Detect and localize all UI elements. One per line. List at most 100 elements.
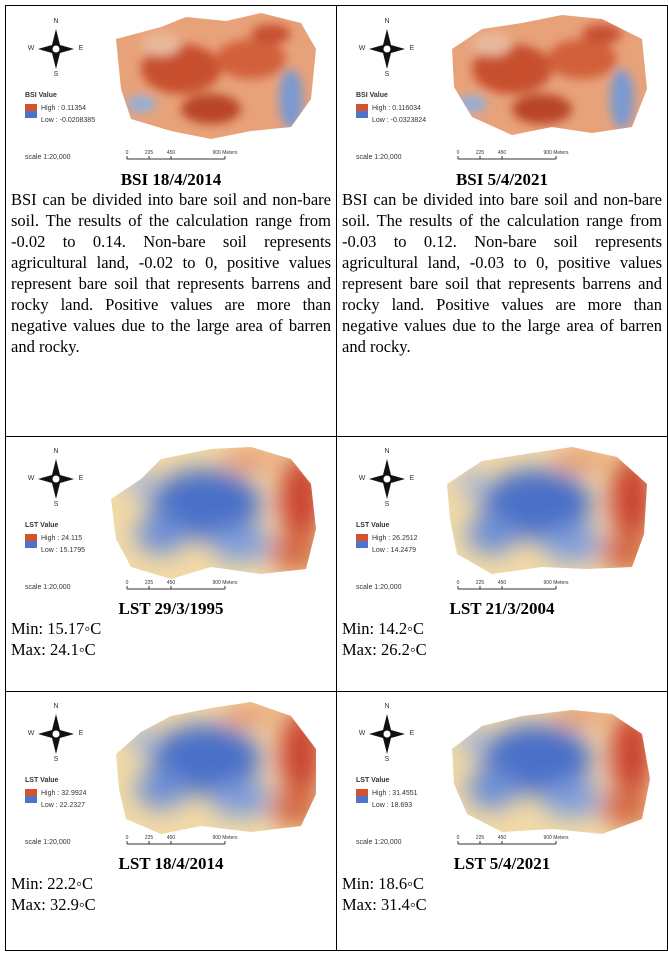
compass-label: W	[359, 475, 366, 482]
compass-label: N	[384, 448, 389, 455]
cell: NWESLST ValueHigh : 31.4551Low : 18.693s…	[337, 692, 668, 951]
compass-label: S	[385, 501, 390, 508]
cell-text: Min: 18.6◦C	[342, 873, 662, 894]
legend-high: High : 31.4551	[372, 790, 418, 797]
scale-text: scale 1:20,000	[25, 839, 71, 846]
scale-label: 900 Meters	[212, 580, 238, 586]
scale-text: scale 1:20,000	[356, 154, 402, 161]
scale-label: 0	[126, 580, 129, 586]
scale-label: 0	[126, 150, 129, 156]
heatmap-blob	[211, 526, 271, 562]
compass: N W E S	[359, 18, 415, 78]
heatmap-blob	[181, 94, 241, 124]
heatmap-blob	[552, 447, 612, 471]
heatmap-blob	[610, 69, 634, 129]
legend-low: Low : -0.0208385	[41, 117, 95, 124]
legend-swatch-low	[25, 796, 37, 803]
compass-center	[52, 730, 60, 738]
legend-title: LST Value	[25, 777, 59, 784]
heatmap-blob	[136, 769, 186, 809]
legend-swatch-high	[356, 534, 368, 541]
scale-label: 450	[498, 835, 507, 841]
legend-title: BSI Value	[356, 92, 388, 99]
cell-text: BSI can be divided into bare soil and no…	[11, 189, 331, 357]
compass-label: S	[54, 71, 59, 78]
scale-label: 0	[126, 835, 129, 841]
heatmap-blob	[460, 724, 484, 754]
compass-label: N	[53, 448, 58, 455]
heatmap-blob	[552, 702, 612, 726]
scale-label: 225	[145, 580, 154, 586]
heatmap-blob	[221, 702, 281, 726]
heatmap-blob	[221, 447, 281, 471]
heatmap-blob	[602, 534, 652, 574]
heatmap-blob	[279, 454, 323, 544]
compass-label: W	[359, 730, 366, 737]
heatmap-blob	[467, 769, 517, 809]
compass-label: N	[384, 18, 389, 25]
cell-text: Min: 22.2◦C	[11, 873, 331, 894]
legend-low: Low : 18.693	[372, 802, 412, 809]
legend-swatch-low	[356, 111, 368, 118]
heatmap-blob	[610, 709, 654, 799]
legend-title: LST Value	[356, 522, 390, 529]
heatmap-blob	[460, 469, 484, 499]
heatmap-blob	[136, 514, 186, 554]
compass-label: E	[410, 45, 415, 52]
compass-label: W	[359, 45, 366, 52]
caption: LST 5/4/2021	[342, 854, 662, 873]
heatmap-blob	[126, 96, 156, 112]
scale-label: 450	[167, 580, 176, 586]
compass-label: W	[28, 475, 35, 482]
heatmap	[432, 9, 662, 159]
legend-swatch-high	[25, 104, 37, 111]
legend-swatch-high	[25, 789, 37, 796]
heatmap-blob	[457, 96, 487, 112]
scale-text: scale 1:20,000	[356, 584, 402, 591]
compass-label: S	[54, 501, 59, 508]
legend-title: BSI Value	[25, 92, 57, 99]
compass: N W E S	[28, 448, 84, 508]
legend-swatch-low	[25, 541, 37, 548]
compass-label: N	[53, 18, 58, 25]
compass-label: E	[410, 475, 415, 482]
heatmap-blob	[271, 534, 321, 574]
compass-label: W	[28, 730, 35, 737]
legend-high: High : 0.116034	[372, 105, 421, 112]
heatmap-blob	[582, 24, 622, 44]
scale-text: scale 1:20,000	[356, 839, 402, 846]
scale-label: 0	[457, 150, 460, 156]
compass-label: E	[79, 475, 84, 482]
heatmap-blob	[610, 454, 654, 544]
scale-label: 225	[145, 835, 154, 841]
cell-text: Max: 26.2◦C	[342, 639, 662, 660]
scale-label: 450	[167, 835, 176, 841]
compass-label: E	[79, 730, 84, 737]
heatmap-blob	[279, 709, 323, 799]
heatmap-blob	[542, 781, 602, 817]
scale-label: 900 Meters	[212, 150, 238, 156]
caption: LST 18/4/2014	[11, 854, 331, 873]
compass-label: N	[53, 703, 58, 710]
compass-center	[52, 475, 60, 483]
heatmap-blob	[251, 24, 291, 44]
compass-center	[383, 730, 391, 738]
legend-low: Low : 14.2479	[372, 547, 416, 554]
heatmap-blob	[211, 781, 271, 817]
compass: N W E S	[359, 448, 415, 508]
legend-title: LST Value	[356, 777, 390, 784]
cell-text: Max: 31.4◦C	[342, 894, 662, 915]
scale-label: 900 Meters	[543, 150, 569, 156]
scale-text: scale 1:20,000	[25, 584, 71, 591]
legend-low: Low : 22.2327	[41, 802, 85, 809]
legend-low: Low : -0.0323824	[372, 117, 426, 124]
compass-label: S	[385, 71, 390, 78]
compass-label: N	[384, 703, 389, 710]
